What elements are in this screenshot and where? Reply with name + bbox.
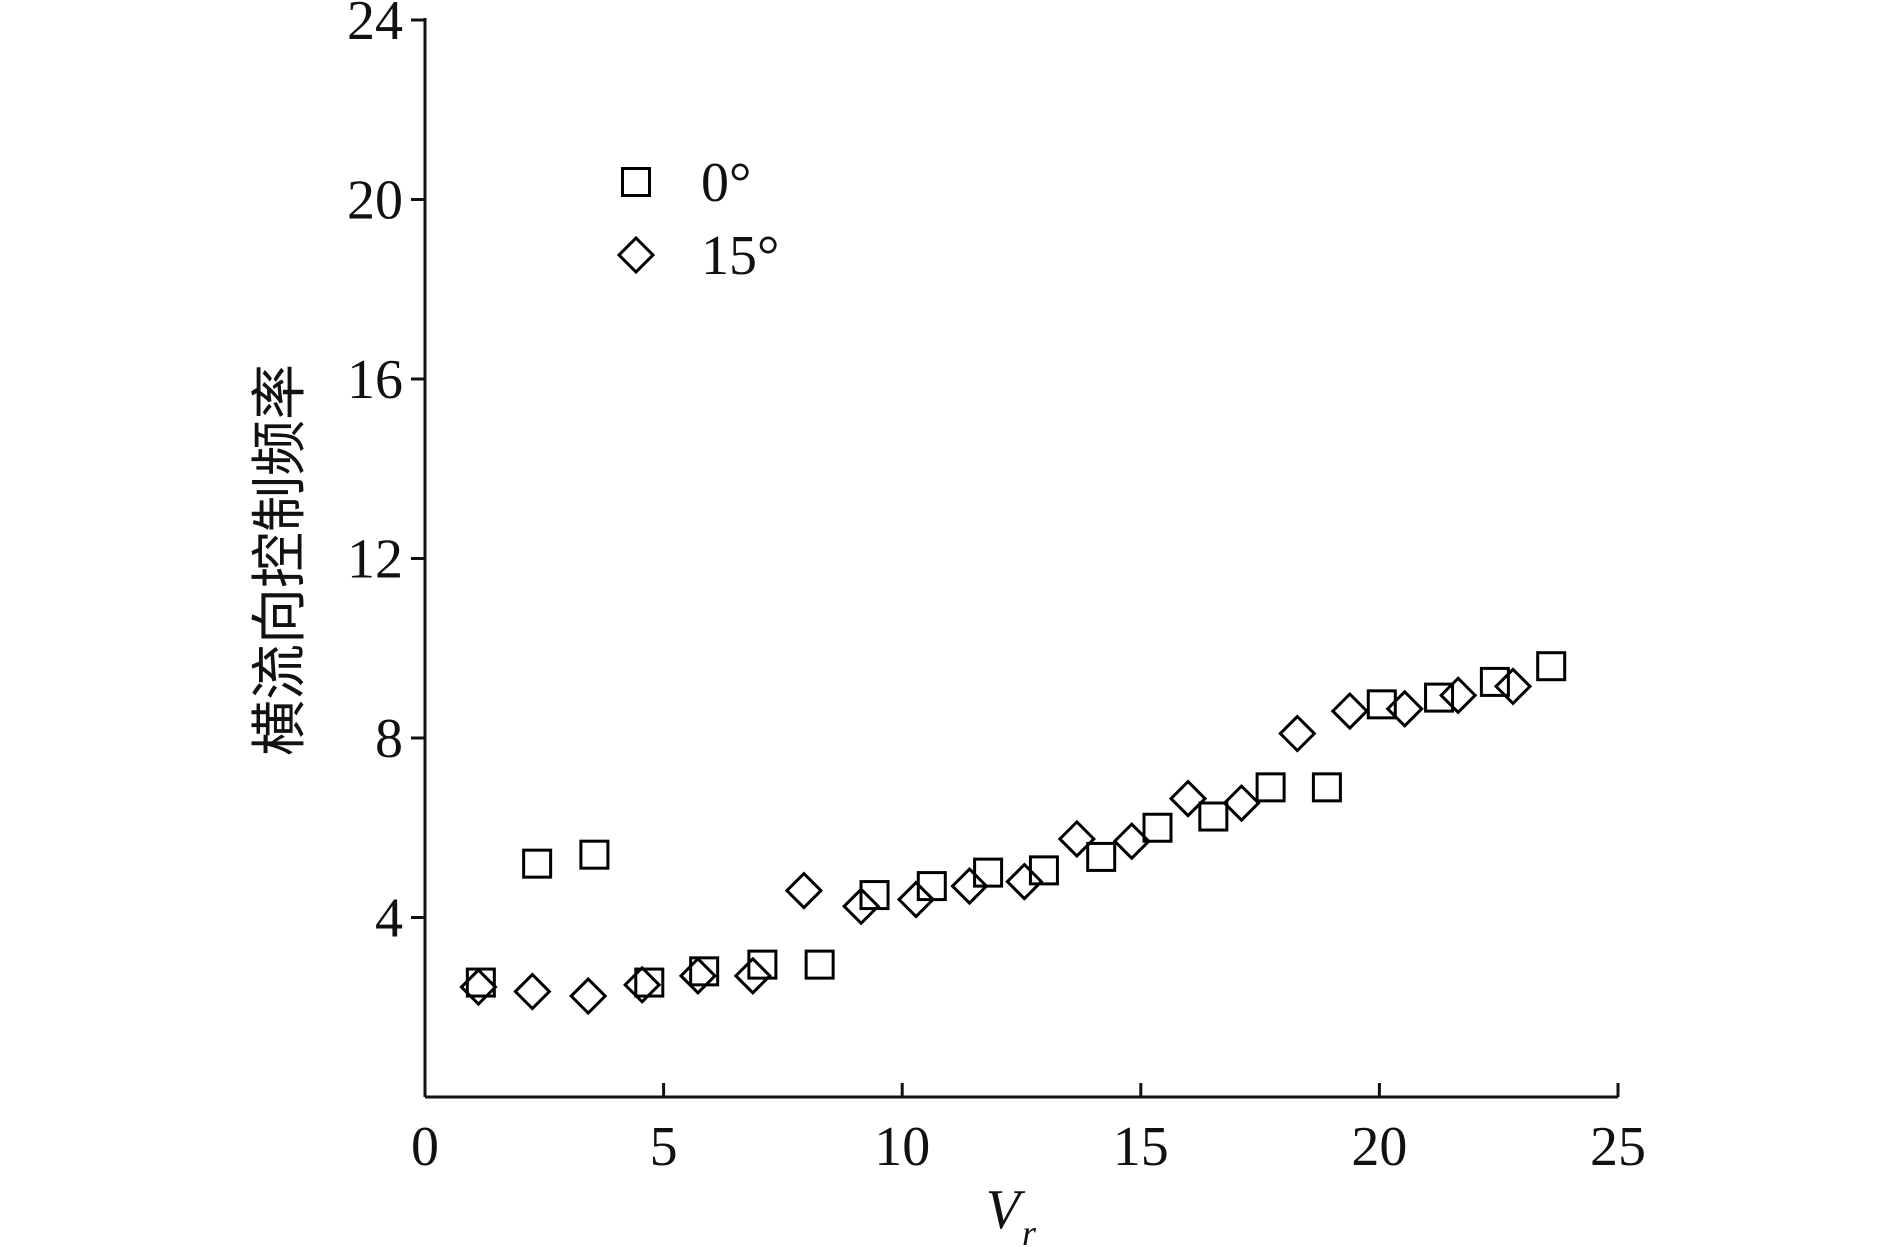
diamond-marker [784,871,824,910]
diamond-marker [1057,819,1096,859]
square-marker [916,871,947,902]
diamond-marker [1278,714,1317,753]
diamond-marker [733,956,772,995]
y-tick-label: 12 [347,529,403,591]
x-tick-label: 25 [1590,1116,1646,1178]
y-tick-label: 24 [347,0,403,52]
square-marker [804,949,835,980]
x-axis-label-subscript: r [1022,1213,1037,1247]
diamond-marker [1439,676,1478,715]
square-marker [1028,855,1059,886]
square-marker [747,949,778,980]
diamond-marker [896,880,936,919]
legend-label: 15° [701,225,779,287]
diamond-marker [678,956,718,995]
diamond-marker [569,976,608,1016]
diamond-marker [459,967,498,1007]
x-axis-label: V [986,1179,1026,1241]
legend-label: 0° [701,152,751,214]
diamond-marker [1005,862,1044,901]
square-marker [1255,772,1286,803]
diamond-marker [1330,691,1369,731]
x-tick-label: 15 [1113,1116,1169,1178]
square-marker [1536,651,1567,682]
square-marker [1086,841,1117,872]
diamond-marker [623,965,662,1004]
diamond-marker [950,866,989,906]
diamond-marker [1493,667,1533,706]
x-tick-label: 0 [411,1116,439,1178]
diamond-marker [513,972,552,1011]
square-marker [973,857,1004,888]
diamond-marker [1168,779,1208,818]
x-tick-label: 20 [1351,1116,1407,1178]
square-marker [1424,682,1455,713]
y-tick-label: 4 [375,888,403,950]
square-marker [621,167,651,197]
diamond-marker [616,235,656,275]
square-marker [1198,801,1229,832]
square-marker [1311,772,1342,803]
square-marker [1366,689,1397,720]
square-marker [1479,666,1510,697]
diamond-marker [842,887,881,926]
y-tick-label: 8 [375,708,403,770]
diamond-marker [1112,822,1151,861]
diamond-marker [1222,783,1261,823]
x-tick-label: 5 [650,1116,678,1178]
diamond-marker [1385,689,1424,728]
y-tick-label: 16 [347,349,403,411]
square-marker [1142,812,1173,843]
x-tick-label: 10 [874,1116,930,1178]
y-tick-label: 20 [347,170,403,232]
square-marker [522,848,553,879]
y-axis-label: 横流向控制频率 [250,364,312,756]
square-marker [579,839,610,870]
